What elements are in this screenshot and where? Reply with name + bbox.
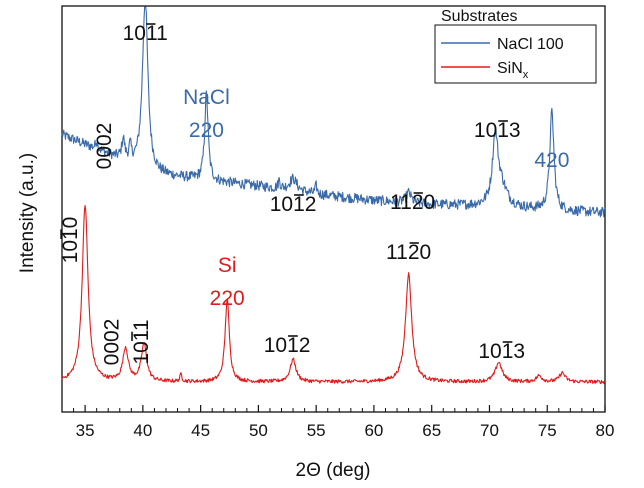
x-axis: 35 40 45 50 55 60 65 70 75 80 [61, 405, 615, 440]
legend-title: Substrates [441, 8, 517, 25]
x-tick-label-35: 35 [76, 421, 95, 440]
series-line-nacl-100 [61, 6, 606, 218]
x-tick-label-40: 40 [133, 421, 152, 440]
peak-label-10: Si 220 [210, 254, 245, 310]
peak-label-7: 1010 [59, 217, 82, 264]
x-tick-label-60: 60 [364, 421, 383, 440]
x-tick-label-80: 80 [596, 421, 615, 440]
legend-label-sinx-sub: x [523, 69, 529, 81]
peak-label-6: 420 [534, 149, 569, 172]
legend: Substrates NaCl 100 SiNx [434, 8, 597, 84]
series-line-sinx [61, 205, 606, 385]
peak-label-1: 0002 [93, 123, 116, 170]
x-tick-label-65: 65 [422, 421, 441, 440]
peak-label-5: 1013 [474, 119, 521, 142]
legend-label-sinx-main: SiN [497, 60, 523, 77]
peak-label-2: NaCl 220 [183, 86, 230, 142]
legend-label-sinx: SiNx [497, 60, 529, 81]
series-layer [61, 6, 606, 385]
peak-label-4: 1120 [390, 191, 435, 214]
peak-label-9: 1011 [130, 319, 153, 364]
x-axis-title: 2Θ (deg) [296, 460, 371, 481]
peak-label-0: 1011 [123, 22, 168, 45]
legend-box [434, 24, 597, 84]
peak-label-13: 1013 [478, 340, 525, 363]
x-tick-label-70: 70 [480, 421, 499, 440]
x-tick-label-45: 45 [191, 421, 210, 440]
x-tick-label-50: 50 [249, 421, 268, 440]
peak-annotations: 1011 0002 NaCl 220 1012 1120 1013 420 1010 0002 10… [59, 22, 569, 365]
x-tick-label-55: 55 [307, 421, 326, 440]
x-tick-label-75: 75 [538, 421, 557, 440]
peak-label-3: 1012 [270, 193, 317, 216]
y-axis-title: Intensity (a.u.) [17, 153, 38, 273]
peak-label-8: 0002 [101, 319, 124, 366]
legend-label-nacl: NaCl 100 [497, 36, 564, 53]
peak-label-12: 1120 [386, 241, 431, 264]
peak-label-11: 1012 [264, 334, 311, 357]
